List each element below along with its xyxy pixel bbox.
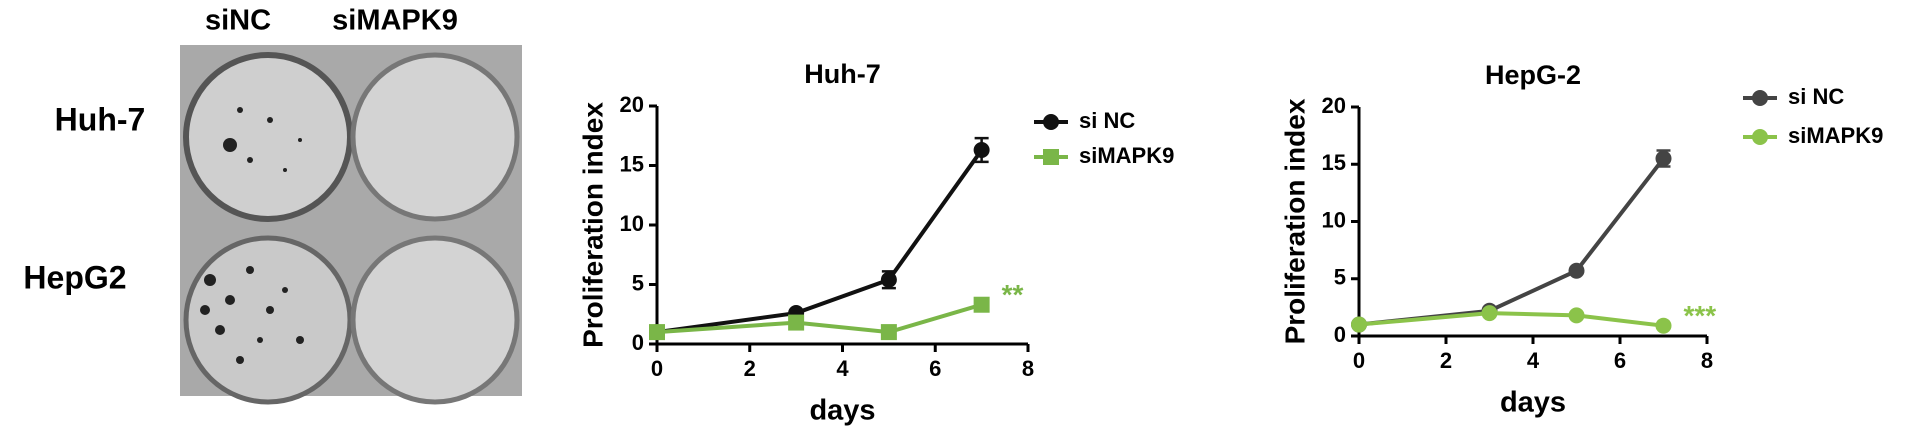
- well: [350, 52, 520, 222]
- x-tick-label: 6: [1614, 348, 1626, 373]
- legend-marker: [1043, 114, 1059, 130]
- marker: [880, 324, 897, 341]
- marker: [880, 271, 897, 288]
- legend-marker: [1752, 90, 1768, 106]
- y-tick-label: 15: [1322, 150, 1346, 175]
- significance-label: **: [1002, 279, 1024, 310]
- series-line: [1358, 157, 1666, 327]
- y-tick-label: 20: [620, 92, 644, 117]
- marker: [1568, 262, 1585, 279]
- y-tick-label: 20: [1322, 93, 1346, 118]
- x-tick-label: 2: [1440, 348, 1452, 373]
- column-label: siNC: [205, 5, 271, 37]
- legend-label: siMAPK9: [1079, 143, 1174, 168]
- x-tick-label: 0: [651, 356, 663, 381]
- x-tick-label: 6: [929, 356, 941, 381]
- marker: [1655, 317, 1672, 334]
- series-line: [1358, 311, 1664, 328]
- x-axis-label: days: [1500, 387, 1566, 419]
- x-tick-label: 8: [1022, 356, 1034, 381]
- chart-title: HepG-2: [1485, 60, 1581, 90]
- row-label: HepG2: [23, 259, 126, 295]
- legend-marker: [1752, 129, 1768, 145]
- y-tick-label: 0: [1334, 322, 1346, 347]
- significance-label: ***: [1684, 300, 1717, 331]
- y-tick-label: 10: [620, 211, 644, 236]
- chart-title: Huh-7: [804, 59, 881, 89]
- y-tick-label: 5: [632, 270, 644, 295]
- well: [350, 235, 520, 405]
- marker: [973, 296, 990, 313]
- x-tick-label: 4: [1527, 348, 1540, 373]
- marker: [1655, 150, 1672, 167]
- y-tick-label: 15: [620, 151, 644, 176]
- x-tick-label: 8: [1701, 348, 1713, 373]
- y-tick-label: 0: [632, 330, 644, 355]
- y-axis-label: Proliferation index: [1279, 98, 1310, 344]
- legend-marker: [1043, 149, 1059, 165]
- legend-label: siMAPK9: [1788, 123, 1883, 148]
- row-label: Huh-7: [55, 101, 146, 137]
- marker: [1568, 307, 1585, 324]
- well: [183, 52, 353, 222]
- marker: [973, 142, 990, 159]
- marker: [788, 314, 805, 331]
- legend-label: si NC: [1079, 108, 1135, 133]
- y-axis-label: Proliferation index: [577, 102, 608, 348]
- y-tick-label: 5: [1334, 265, 1346, 290]
- column-label: siMAPK9: [332, 5, 458, 37]
- x-tick-label: 0: [1353, 348, 1365, 373]
- legend-label: si NC: [1788, 84, 1844, 109]
- marker: [649, 324, 665, 341]
- x-tick-label: 4: [836, 356, 849, 381]
- x-axis-label: days: [809, 395, 875, 427]
- marker: [1351, 316, 1367, 333]
- x-tick-label: 2: [744, 356, 756, 381]
- series-line: [656, 148, 984, 335]
- well: [183, 235, 353, 405]
- colonies: [200, 107, 304, 364]
- marker: [1481, 305, 1498, 322]
- y-tick-label: 10: [1322, 207, 1346, 232]
- series-line: [656, 302, 983, 335]
